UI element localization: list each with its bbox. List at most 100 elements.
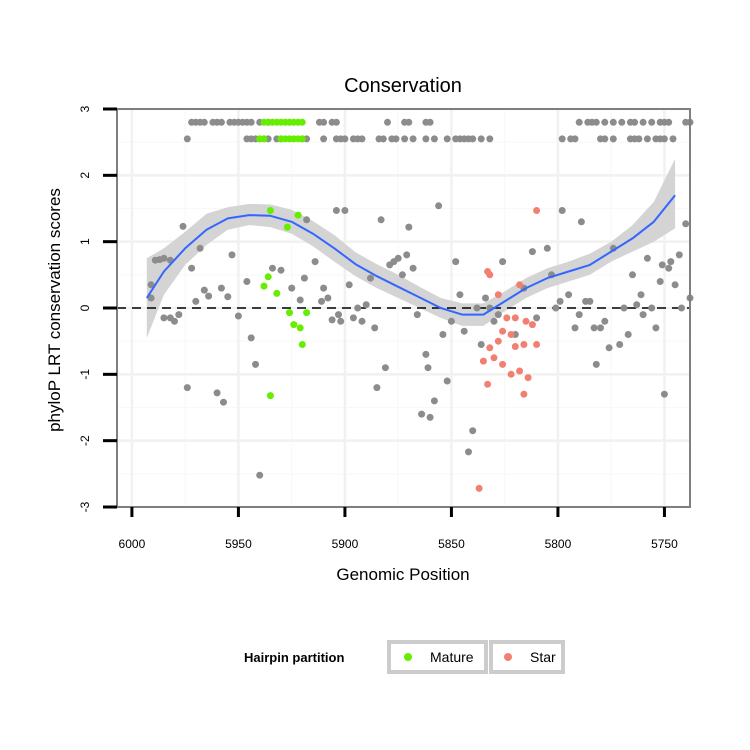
data-point — [558, 207, 566, 214]
data-point — [409, 135, 417, 143]
data-point — [403, 251, 411, 259]
data-point — [507, 370, 515, 378]
data-point — [175, 311, 183, 319]
data-point — [484, 380, 492, 388]
data-point — [269, 264, 276, 272]
data-point — [277, 266, 285, 274]
data-point — [260, 135, 268, 143]
data-point — [601, 317, 609, 325]
series-star — [475, 207, 541, 492]
data-point — [671, 281, 679, 289]
data-point — [486, 135, 494, 143]
data-point — [394, 254, 402, 262]
data-point — [264, 273, 272, 281]
data-point — [552, 304, 560, 312]
data-point — [648, 304, 656, 312]
data-point — [575, 118, 583, 126]
data-point — [296, 296, 304, 304]
x-tick-label: 5900 — [332, 537, 359, 551]
chart-title: Conservation — [344, 75, 462, 97]
data-point — [371, 324, 379, 332]
legend-marker-mature — [404, 653, 412, 661]
series-other — [147, 202, 694, 479]
x-axis: 6000 5950 5900 5850 5800 5750 — [119, 507, 678, 551]
data-point — [533, 314, 541, 322]
data-point — [575, 311, 583, 319]
data-point — [656, 278, 664, 285]
data-point — [465, 448, 472, 456]
data-point — [200, 118, 208, 126]
data-point — [160, 254, 168, 262]
data-point — [511, 314, 519, 322]
x-tick-label: 5750 — [651, 537, 678, 551]
data-point — [183, 135, 191, 143]
data-point — [200, 286, 208, 294]
x-tick-label: 6000 — [119, 537, 146, 551]
data-point — [430, 135, 438, 143]
data-point — [543, 244, 551, 252]
data-point — [577, 218, 585, 226]
data-point — [616, 341, 624, 348]
data-point — [447, 317, 455, 325]
data-point — [303, 309, 311, 317]
data-point — [243, 278, 251, 285]
data-point — [288, 284, 296, 292]
data-point — [631, 118, 639, 126]
legend-title: Hairpin partition — [244, 650, 344, 665]
data-point — [188, 264, 196, 272]
data-point — [320, 135, 328, 143]
data-point — [290, 321, 298, 329]
data-point — [667, 258, 675, 266]
data-point — [405, 118, 413, 126]
data-point — [409, 264, 417, 272]
data-point — [592, 360, 600, 368]
y-tick-label: -2 — [78, 435, 92, 446]
legend-label-mature: Mature — [430, 649, 474, 665]
data-point — [256, 471, 264, 479]
data-point — [499, 360, 507, 368]
data-point — [341, 135, 349, 143]
data-point — [571, 324, 579, 332]
series-mature — [256, 118, 311, 400]
data-point — [332, 118, 340, 126]
data-point — [422, 350, 430, 358]
data-point — [682, 220, 690, 228]
data-point — [533, 207, 541, 214]
data-point — [349, 314, 357, 322]
data-point — [358, 317, 366, 325]
data-point — [266, 207, 274, 214]
data-point — [520, 390, 528, 398]
data-point — [401, 135, 409, 143]
data-point — [479, 357, 487, 365]
data-point — [247, 118, 255, 126]
data-point — [586, 297, 594, 305]
data-point — [629, 271, 636, 279]
data-point — [320, 118, 328, 126]
data-point — [147, 281, 155, 289]
data-point — [524, 374, 532, 382]
data-point — [486, 271, 494, 279]
data-point — [660, 135, 668, 143]
data-point — [247, 334, 255, 342]
data-point — [335, 311, 342, 319]
data-point — [341, 207, 349, 214]
data-point — [601, 118, 609, 126]
data-point — [379, 135, 387, 143]
legend-key-mature — [387, 640, 488, 674]
y-tick-label: 0 — [78, 304, 92, 311]
data-point — [511, 343, 519, 350]
data-point — [469, 135, 477, 143]
data-point — [469, 427, 477, 435]
data-point — [384, 118, 391, 126]
data-point — [665, 264, 673, 272]
data-point — [426, 118, 434, 126]
data-point — [499, 327, 507, 335]
data-point — [507, 331, 515, 338]
data-point — [665, 118, 673, 126]
data-point — [494, 311, 502, 319]
data-point — [597, 324, 604, 332]
data-point — [643, 254, 651, 262]
data-point — [435, 202, 443, 210]
data-point — [205, 292, 213, 300]
data-point — [192, 297, 200, 305]
